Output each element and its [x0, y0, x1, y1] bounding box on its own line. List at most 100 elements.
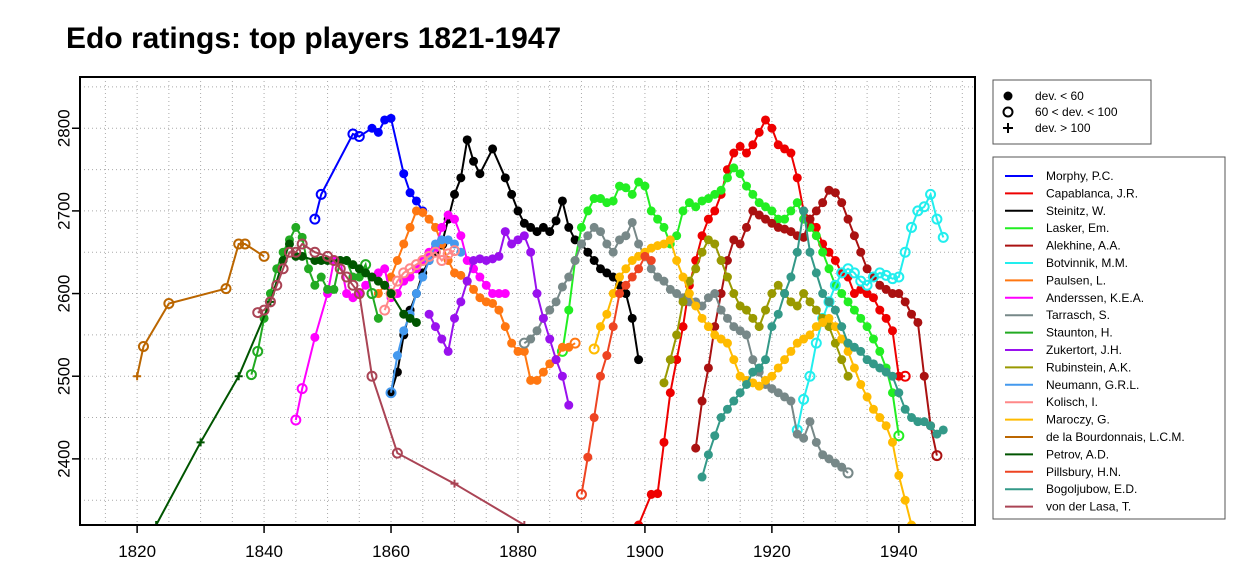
data-point-morphy-p-c [309, 213, 321, 225]
data-point-lasker-em [735, 169, 745, 179]
data-point-alekhine-a-a [856, 247, 866, 257]
grid-lines [80, 77, 975, 525]
data-point-rubinstein-a-k [837, 355, 847, 365]
data-point-steinitz-w [589, 255, 599, 265]
data-point-anderssen-k-e-a [290, 414, 302, 426]
data-point-staunton-h [245, 369, 257, 381]
data-point-tarrasch-s [557, 282, 567, 292]
data-point-botvinnik-m-m [810, 337, 822, 349]
data-point-petrov-a-d [348, 260, 358, 270]
data-point-botvinnik-m-m [804, 370, 816, 382]
data-point-maroczy-g [716, 334, 726, 344]
data-point-maroczy-g [595, 322, 605, 332]
data-point-von-der-lasa-t [341, 271, 353, 283]
data-point-tarrasch-s [672, 289, 682, 299]
data-point-staunton-h [252, 345, 264, 357]
data-point-zukertort-j-h [424, 309, 434, 319]
data-point-anderssen-k-e-a [481, 280, 491, 290]
data-point-tarrasch-s [818, 450, 828, 460]
data-point-alekhine-a-a [716, 289, 726, 299]
data-point-lasker-em [856, 313, 866, 323]
data-point-zukertort-j-h [519, 231, 529, 241]
data-point-lasker-em [672, 231, 682, 241]
data-point-maroczy-g [588, 343, 600, 355]
data-point-bogoljubow-e-d [919, 417, 929, 427]
data-point-capablanca-j-r [754, 127, 764, 137]
data-point-tarrasch-s [722, 313, 732, 323]
data-point-bogoljubow-e-d [716, 413, 726, 423]
data-point-rubinstein-a-k [691, 264, 701, 274]
data-point-lasker-em [843, 297, 853, 307]
data-point-steinitz-w [621, 289, 631, 299]
legend-label-de-la-bourdonnais-l-c-m: de la Bourdonnais, L.C.M. [1046, 430, 1185, 444]
data-point-alekhine-a-a [754, 210, 764, 220]
data-point-zukertort-j-h [551, 355, 561, 365]
data-point-paulsen-l [456, 270, 466, 280]
data-point-bogoljubow-e-d [887, 371, 897, 381]
data-point-steinitz-w [627, 313, 637, 323]
data-point-capablanca-j-r [697, 231, 707, 241]
data-point-alekhine-a-a [729, 235, 739, 245]
data-point-von-der-lasa-t [328, 254, 340, 266]
data-point-bogoljubow-e-d [907, 413, 917, 423]
data-point-steinitz-w [583, 247, 593, 257]
data-point-lasker-em [583, 206, 593, 216]
data-point-anderssen-k-e-a [450, 214, 460, 224]
data-point-von-der-lasa-t [309, 246, 321, 258]
data-point-alekhine-a-a [805, 214, 815, 224]
data-point-maroczy-g [684, 289, 694, 299]
data-point-tarrasch-s [526, 334, 536, 344]
data-point-tarrasch-s [602, 239, 612, 249]
x-tick-label: 1880 [499, 542, 537, 561]
data-point-neumann-g-r-l [437, 235, 447, 245]
data-point-maroczy-g [837, 334, 847, 344]
data-point-rubinstein-a-k [684, 276, 694, 286]
data-point-bogoljubow-e-d [773, 309, 783, 319]
data-point-alekhine-a-a [767, 218, 777, 228]
y-tick-label: 2400 [55, 440, 74, 478]
data-point-maroczy-g [735, 371, 745, 381]
data-point-petrov-a-d [380, 280, 390, 290]
data-point-paulsen-l [545, 359, 555, 369]
data-point-lasker-em [646, 206, 656, 216]
legend-label-tarrasch-s: Tarrasch, S. [1046, 308, 1110, 322]
data-point-capablanca-j-r [849, 289, 859, 299]
data-point-de-la-bourdonnais-l-c-m [137, 340, 149, 352]
data-point-de-la-bourdonnais-l-c-m [258, 250, 270, 262]
data-point-de-la-bourdonnais-l-c-m [239, 238, 251, 250]
data-point-tarrasch-s [589, 222, 599, 232]
data-point-tarrasch-s [799, 433, 809, 443]
data-point-tarrasch-s [608, 247, 618, 257]
data-point-lasker-em [564, 305, 574, 315]
data-point-morphy-p-c [353, 131, 365, 143]
data-point-anderssen-k-e-a [342, 289, 352, 299]
data-point-tarrasch-s [710, 289, 720, 299]
data-point-maroczy-g [792, 338, 802, 348]
data-point-maroczy-g [799, 334, 809, 344]
data-point-pillsbury-h-n [646, 255, 656, 265]
data-point-tarrasch-s [703, 293, 713, 303]
series-line-de-la-bourdonnais-l-c-m [136, 243, 265, 377]
data-point-lasker-em [773, 214, 783, 224]
data-point-zukertort-j-h [526, 247, 536, 257]
data-point-alekhine-a-a [881, 284, 891, 294]
data-point-capablanca-j-r [653, 489, 663, 499]
data-point-rubinstein-a-k [748, 313, 758, 323]
data-point-tarrasch-s [741, 330, 751, 340]
data-point-tarrasch-s [627, 217, 637, 227]
data-point-paulsen-l [500, 322, 510, 332]
data-point-bogoljubow-e-d [856, 346, 866, 356]
data-point-rubinstein-a-k [773, 280, 783, 290]
data-point-morphy-p-c [386, 113, 396, 123]
data-point-lasker-em [703, 194, 713, 204]
data-point-zukertort-j-h [564, 400, 574, 410]
data-point-maroczy-g [862, 392, 872, 402]
data-point-staunton-h [366, 288, 378, 300]
data-point-petrov-a-d [411, 317, 421, 327]
data-point-morphy-p-c [399, 169, 409, 179]
data-point-zukertort-j-h [462, 276, 472, 286]
legend-label-rubinstein-a-k: Rubinstein, A.K. [1046, 360, 1131, 374]
axes: 1820 1840 1860 1880 1900 1920 1940 2400 2500 2600… [55, 109, 918, 561]
data-point-maroczy-g [665, 235, 675, 245]
data-point-capablanca-j-r [824, 247, 834, 257]
